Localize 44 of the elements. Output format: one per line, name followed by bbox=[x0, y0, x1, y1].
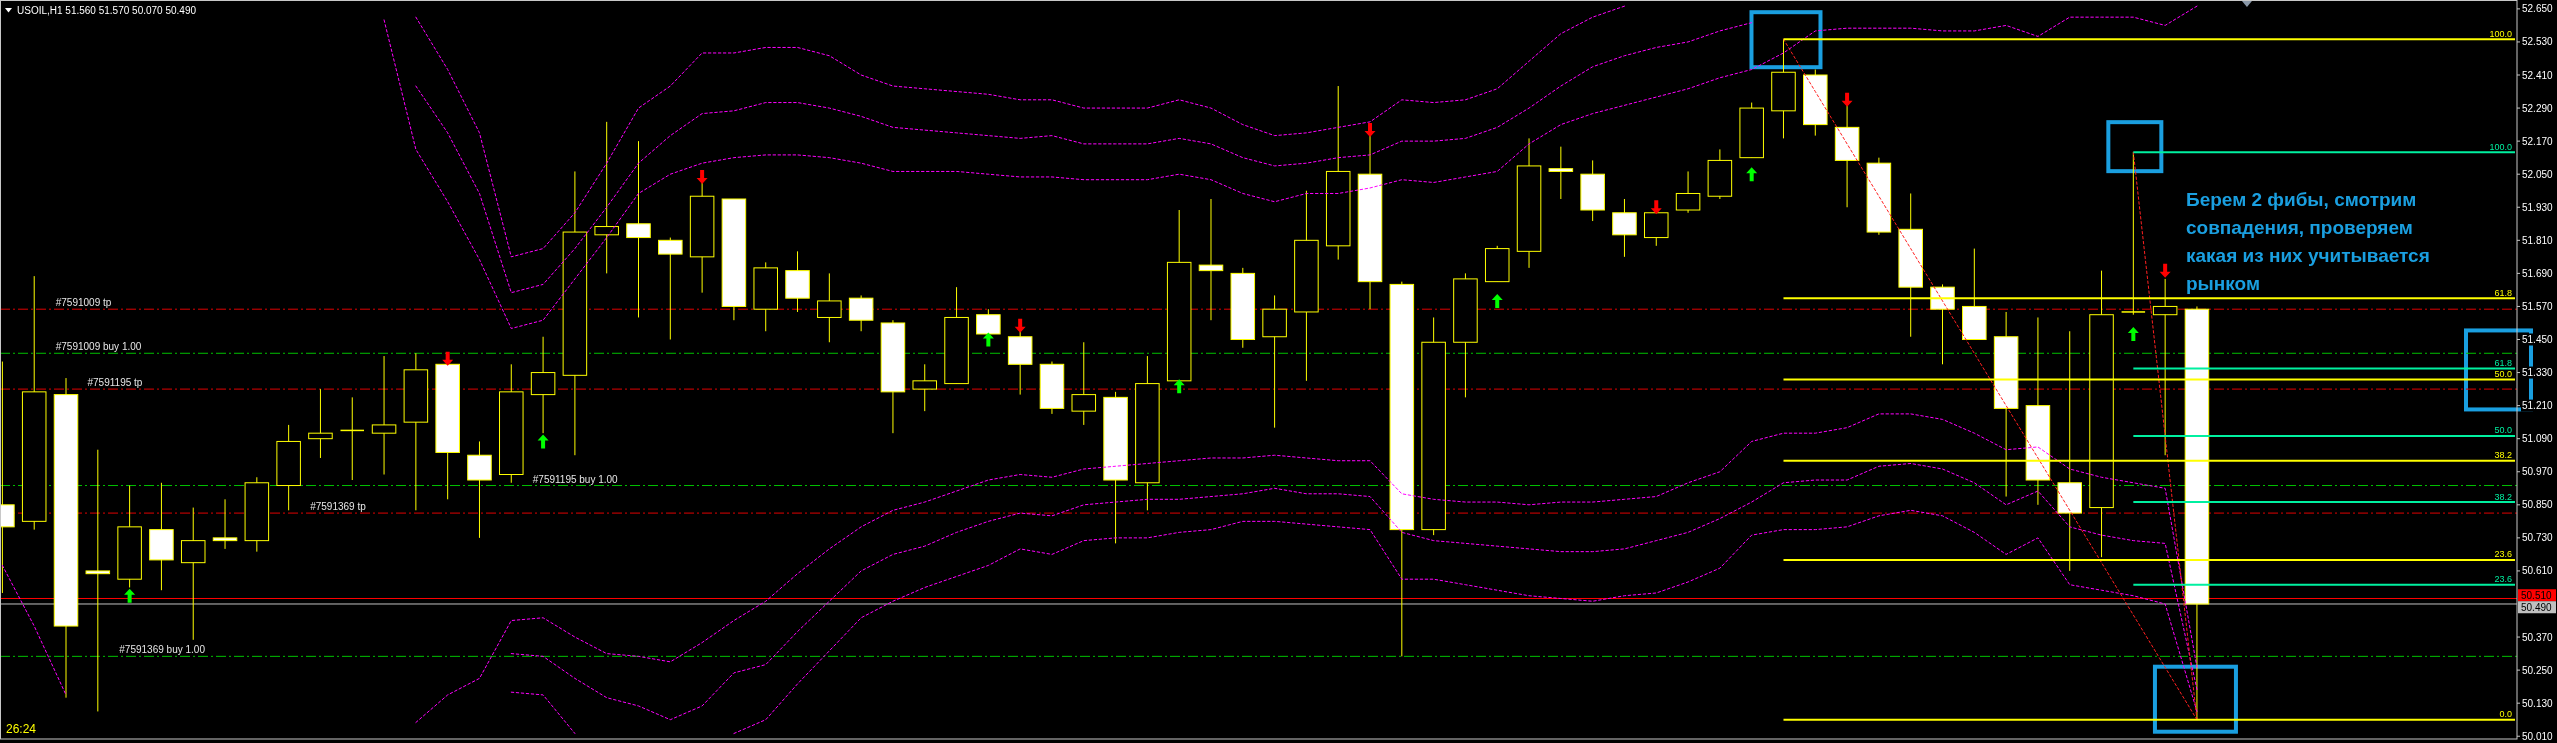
y-tick-label: 51.330 bbox=[2522, 367, 2554, 379]
series-label: 100.0 bbox=[2489, 28, 2512, 39]
chart-title: USOIL,H1 51.560 51.570 50.070 50.490 bbox=[17, 5, 197, 16]
y-tick-label: 52.050 bbox=[2522, 168, 2554, 180]
y-tick-label: 51.090 bbox=[2522, 433, 2554, 445]
ref-line-label: #7591009 buy 1.00 bbox=[55, 341, 142, 353]
y-tick-label: 51.450 bbox=[2522, 334, 2554, 345]
ref-line-label: #7591195 tp bbox=[87, 377, 143, 389]
y-tick-label: 50.850 bbox=[2522, 499, 2554, 511]
series-label: 50.0 bbox=[2494, 425, 2512, 436]
y-tick-label: 52.650 bbox=[2522, 3, 2554, 15]
y-tick-label: 51.570 bbox=[2522, 300, 2554, 312]
y-tick-label: 50.130 bbox=[2522, 697, 2554, 709]
y-tick-label: 51.810 bbox=[2522, 234, 2554, 246]
series-label: 0.0 bbox=[2499, 709, 2512, 720]
annotation: 26:24 bbox=[6, 722, 37, 736]
ref-line-label: #7591369 tp bbox=[310, 501, 367, 513]
y-tick-label: 52.410 bbox=[2522, 69, 2554, 81]
y-tick-label: 51.210 bbox=[2522, 400, 2554, 412]
y-tick-label: 50.010 bbox=[2522, 730, 2554, 742]
ref-line-label: #7591009 tp bbox=[55, 297, 112, 309]
y-tick-label: 50.970 bbox=[2522, 466, 2554, 478]
y-tick-label: 50.730 bbox=[2522, 532, 2554, 544]
annotation: Берем 2 фибы, смотрим совпадения, проверяем какая из них учитывается рынком bbox=[2186, 189, 2430, 294]
ref-line-label: 50.510 bbox=[2521, 589, 2553, 601]
y-tick-label: 51.690 bbox=[2522, 267, 2554, 279]
series-label: 61.8 bbox=[2494, 357, 2512, 368]
series-label: 23.6 bbox=[2494, 549, 2512, 560]
series-label: 23.6 bbox=[2494, 574, 2512, 585]
series-label: 38.2 bbox=[2494, 450, 2512, 461]
y-tick-label: 52.530 bbox=[2522, 36, 2554, 48]
ref-line-label: #7591195 buy 1.00 bbox=[532, 473, 619, 485]
y-tick-label: 50.370 bbox=[2522, 631, 2554, 643]
series-label: 100.0 bbox=[2489, 141, 2512, 152]
y-tick-label: 50.250 bbox=[2522, 664, 2554, 676]
series-label: 38.2 bbox=[2494, 491, 2512, 502]
ref-line-label: #7591369 buy 1.00 bbox=[119, 644, 206, 656]
y-tick-label: 52.290 bbox=[2522, 102, 2554, 114]
series-label: 61.8 bbox=[2494, 287, 2512, 298]
y-tick-label: 50.610 bbox=[2522, 565, 2554, 577]
y-tick-label: 52.170 bbox=[2522, 135, 2554, 147]
series-label: 50.0 bbox=[2494, 368, 2512, 379]
ref-line-label: 50.490 bbox=[2521, 601, 2553, 613]
y-tick-label: 51.930 bbox=[2522, 201, 2554, 213]
